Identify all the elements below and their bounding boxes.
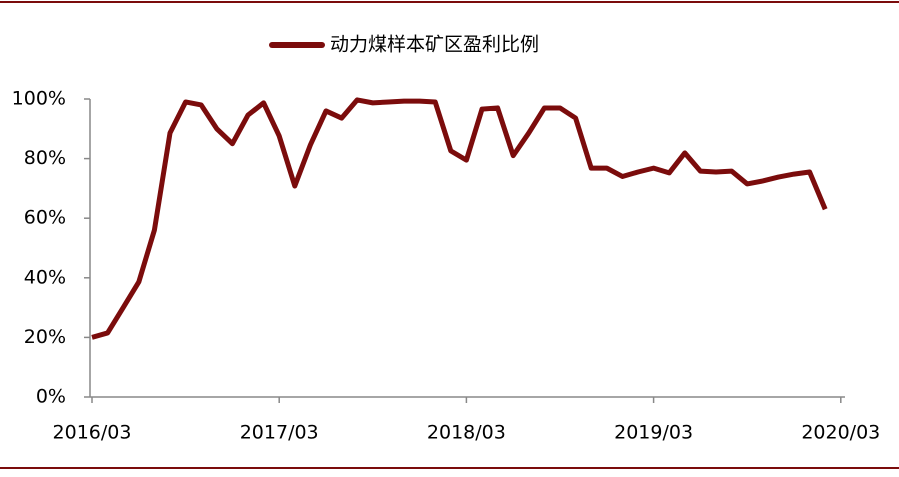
x-tick-label: 2020/03: [801, 422, 880, 444]
x-tick-label: 2018/03: [427, 422, 506, 444]
legend-label: 动力煤样本矿区盈利比例: [330, 34, 539, 56]
y-tick-label: 0%: [36, 386, 66, 408]
y-tick-label: 60%: [24, 207, 66, 229]
x-tick-label: 2016/03: [53, 422, 132, 444]
y-tick-label: 100%: [12, 88, 66, 110]
y-tick-label: 20%: [24, 326, 66, 348]
y-tick-label: 40%: [24, 266, 66, 288]
x-tick-label: 2017/03: [240, 422, 319, 444]
data-line: [91, 97, 828, 340]
y-tick-label: 80%: [24, 147, 66, 169]
x-tick-label: 2019/03: [614, 422, 693, 444]
